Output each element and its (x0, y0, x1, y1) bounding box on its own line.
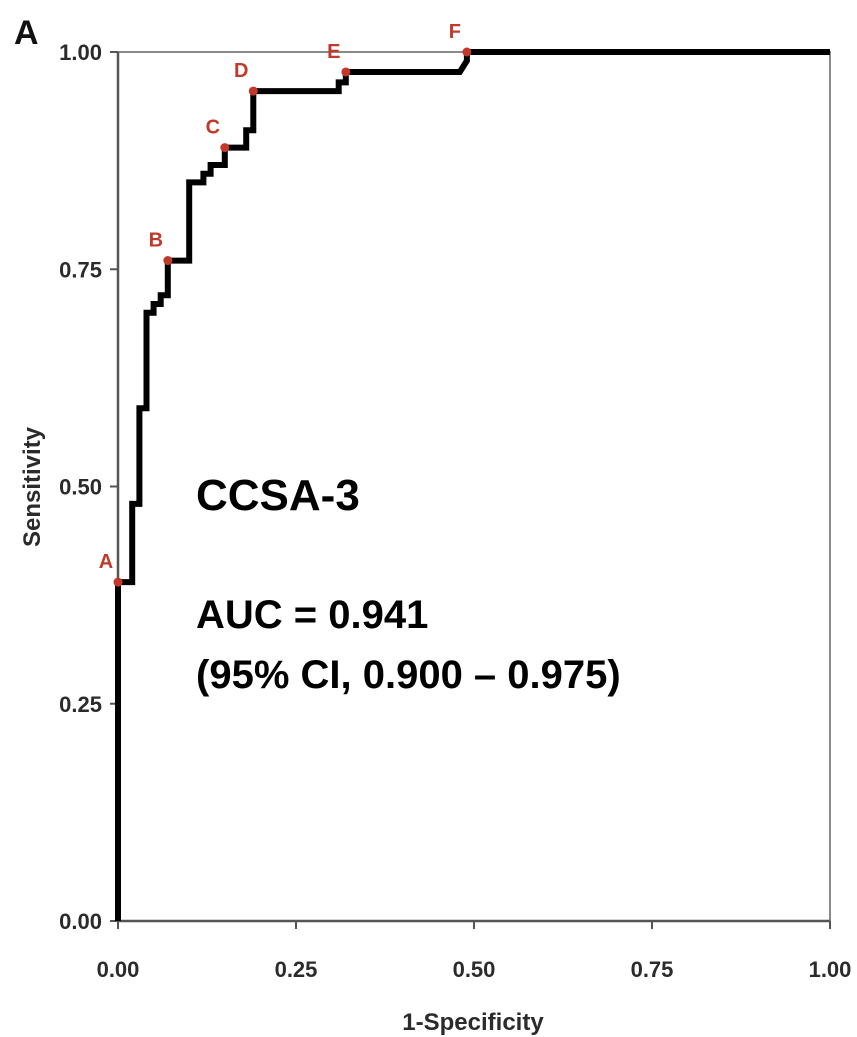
x-tick-label: 0.00 (97, 957, 140, 982)
roc-curve (115, 49, 830, 921)
model-name-annotation: CCSA-3 (196, 471, 360, 520)
y-tick-label: 1.00 (59, 40, 102, 65)
x-tick-label: 0.25 (275, 957, 318, 982)
threshold-label-c: C (206, 117, 220, 139)
threshold-points: A B C D E F (99, 21, 472, 587)
threshold-point-b (163, 256, 173, 266)
roc-line (115, 49, 830, 921)
x-axis-label: 1-Specificity (402, 1009, 544, 1036)
threshold-point-e (341, 67, 351, 77)
x-tick-label: 0.50 (453, 957, 496, 982)
x-tick-label: 1.00 (809, 957, 852, 982)
y-tick-label: 0.50 (59, 475, 102, 500)
panel-label: A (14, 14, 39, 52)
threshold-label-d: D (234, 60, 248, 82)
threshold-label-e: E (327, 41, 340, 63)
threshold-point-a (113, 577, 123, 587)
ci-annotation: (95% CI, 0.900 – 0.975) (196, 653, 621, 697)
threshold-label-a: A (99, 551, 113, 573)
threshold-label-f: F (449, 21, 461, 43)
y-tick-label: 0.00 (59, 909, 102, 934)
y-tick-label: 0.75 (59, 257, 102, 282)
x-tick-label: 0.75 (631, 957, 674, 982)
threshold-point-d (248, 86, 258, 96)
threshold-point-c (220, 143, 230, 153)
threshold-label-b: B (149, 230, 163, 252)
y-axis-label: Sensitivity (19, 426, 46, 547)
threshold-point-f (462, 47, 472, 57)
tick-labels: 0.00 0.25 0.50 0.75 1.00 0.00 0.25 0.50 0.75 1.00 (59, 40, 851, 982)
auc-annotation: AUC = 0.941 (196, 593, 428, 637)
y-tick-label: 0.25 (59, 692, 102, 717)
